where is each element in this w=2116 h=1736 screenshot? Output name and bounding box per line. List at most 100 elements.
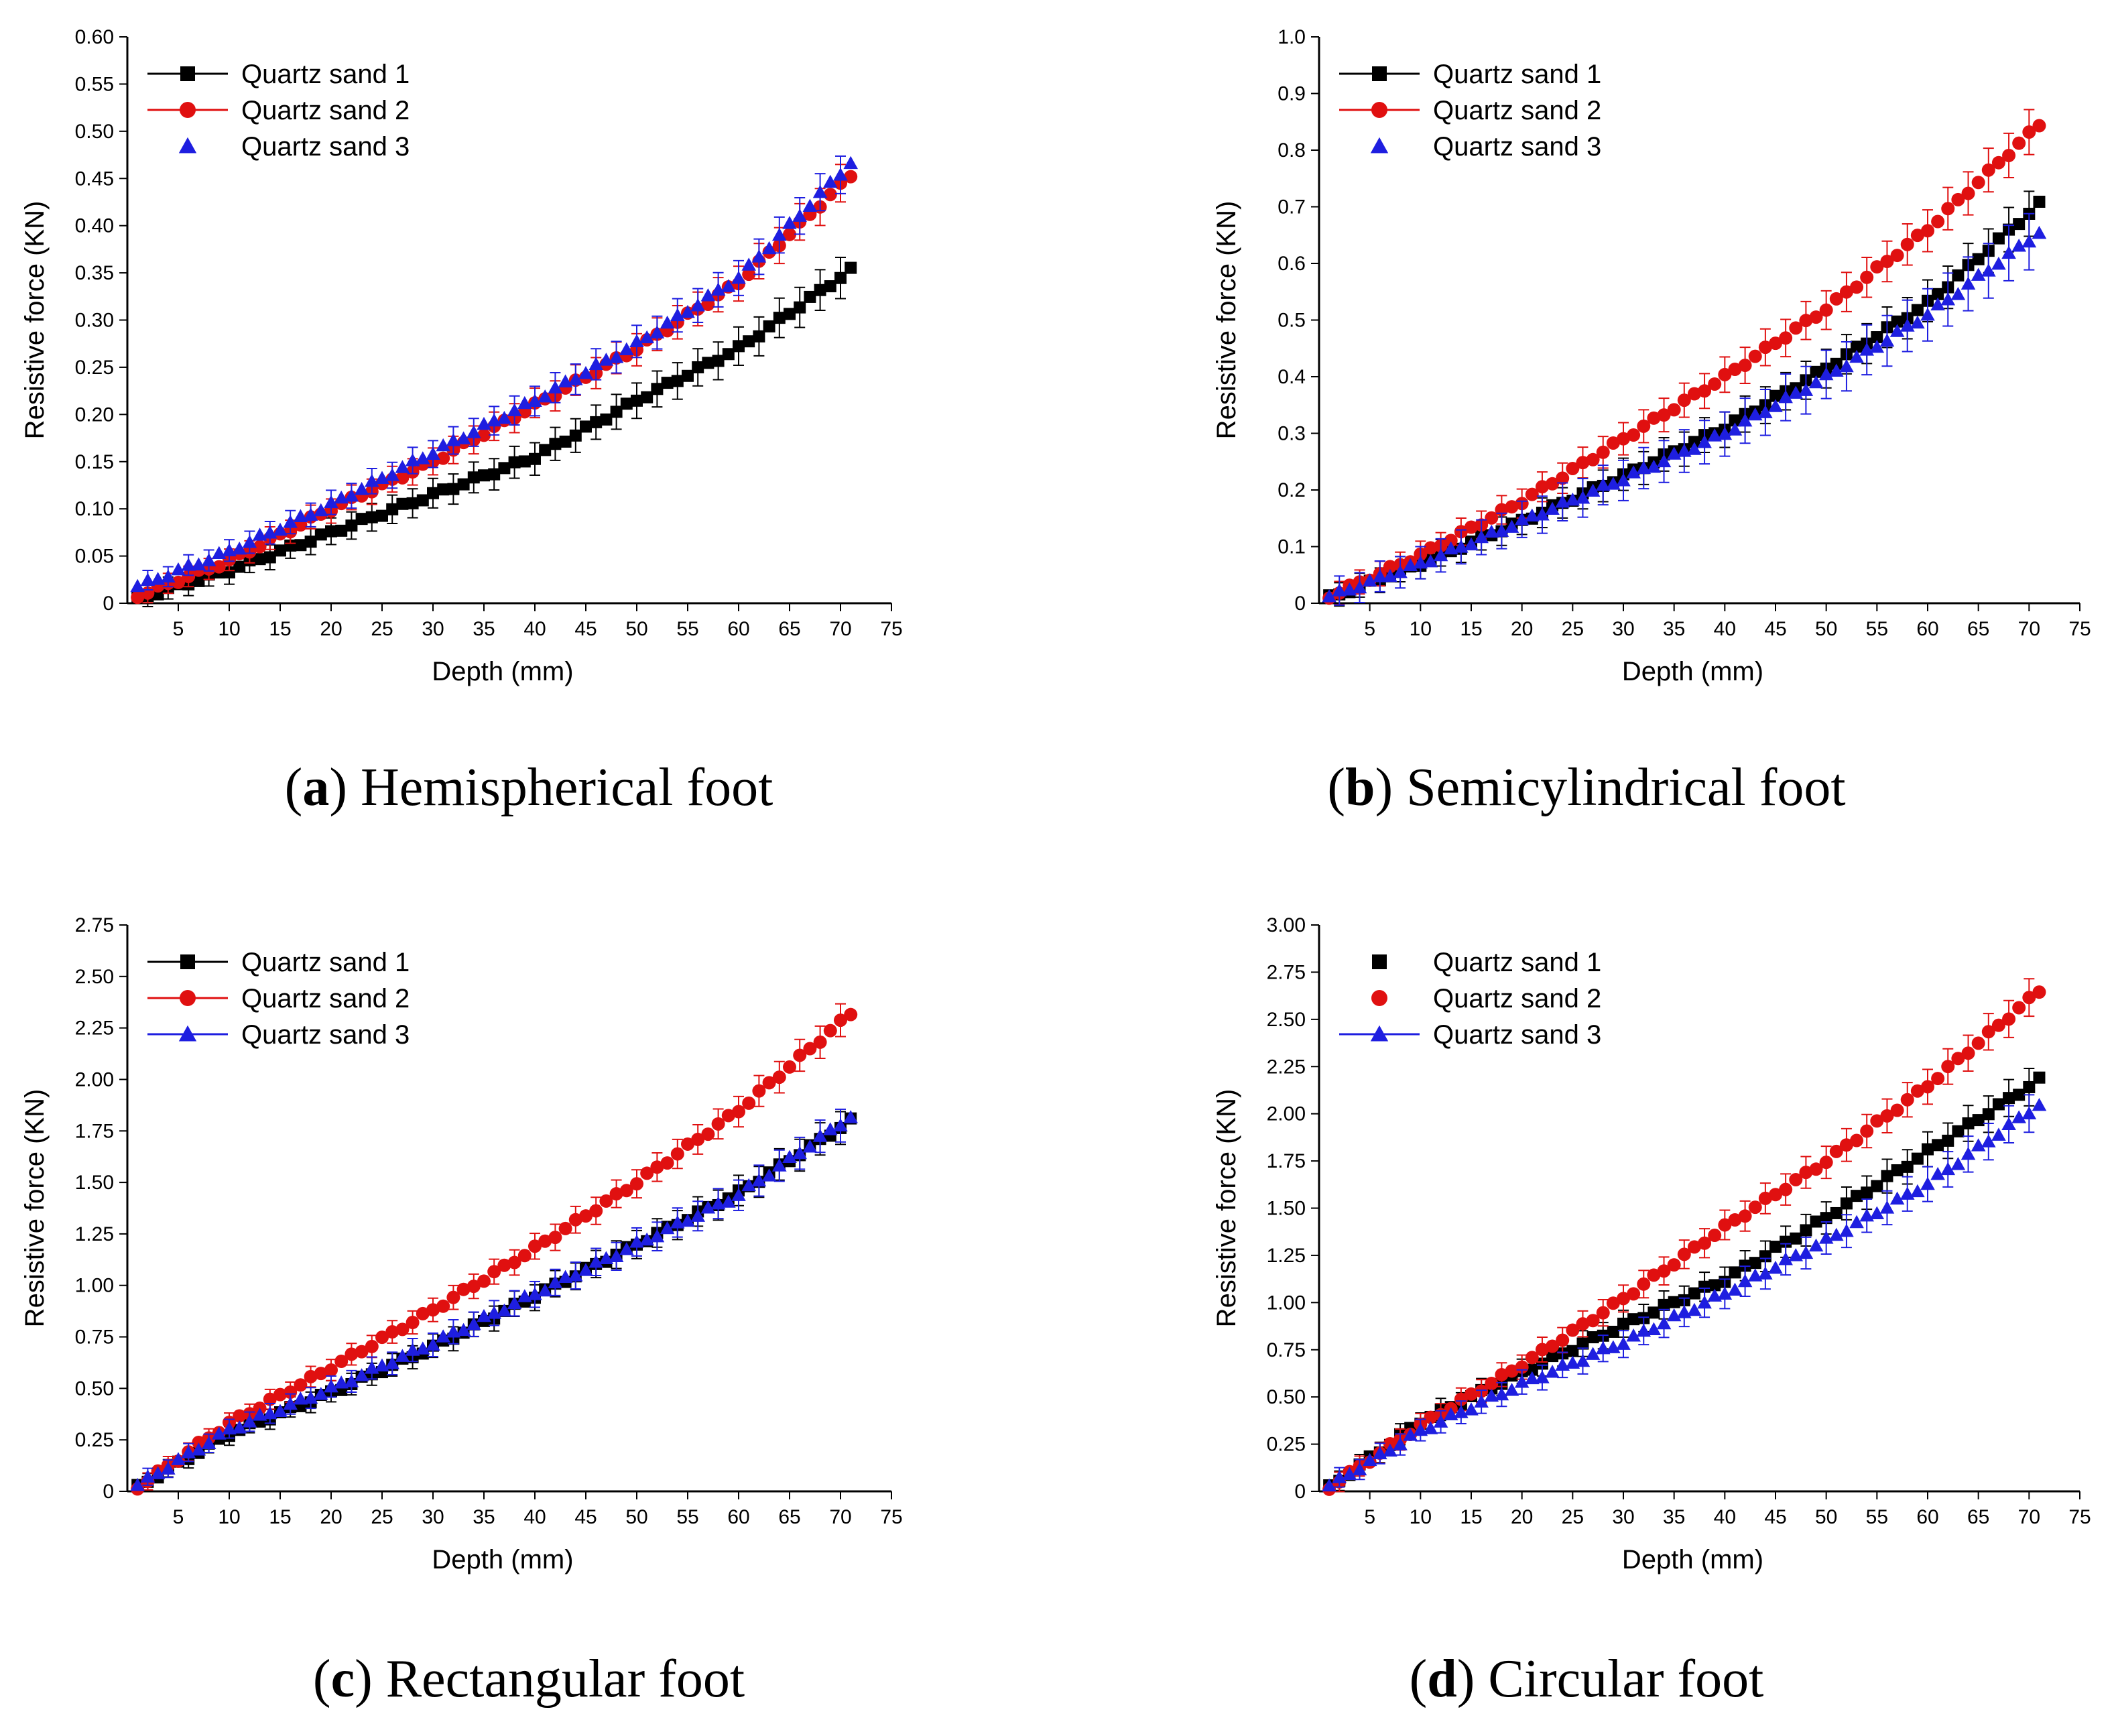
data-point — [130, 578, 145, 593]
caption-text: Rectangular foot — [385, 1650, 745, 1709]
data-point — [527, 1287, 542, 1300]
data-point — [731, 1188, 746, 1201]
y-tick-label: 1.75 — [75, 1120, 114, 1142]
data-point — [1332, 583, 1347, 597]
y-tick-label: 1.50 — [75, 1172, 114, 1194]
y-tick-label: 0.60 — [75, 26, 114, 48]
y-tick-label: 0.50 — [1267, 1386, 1306, 1408]
data-point — [1717, 1286, 1733, 1300]
data-point — [732, 1105, 745, 1119]
legend-marker — [180, 954, 195, 969]
data-point — [201, 1436, 216, 1449]
data-point — [588, 357, 603, 371]
data-point — [569, 429, 582, 442]
data-point — [1657, 408, 1671, 422]
data-point — [733, 340, 745, 353]
data-point — [365, 1339, 379, 1353]
data-point — [1373, 569, 1387, 582]
data-point — [1626, 465, 1641, 479]
data-point — [1566, 1323, 1580, 1337]
x-tick-label: 35 — [473, 1506, 495, 1528]
data-point — [1930, 1166, 1945, 1180]
data-point — [782, 216, 797, 229]
data-point — [1930, 297, 1945, 311]
x-tick-label: 60 — [727, 1506, 749, 1528]
y-tick-label: 0.40 — [75, 215, 114, 237]
data-point — [456, 1282, 471, 1296]
data-point — [294, 1378, 308, 1392]
y-tick-label: 0.4 — [1278, 366, 1306, 388]
data-point — [477, 1274, 491, 1288]
x-tick-label: 10 — [1410, 1506, 1432, 1528]
data-point — [660, 1221, 675, 1235]
data-point — [436, 1299, 450, 1313]
data-point — [548, 1275, 563, 1288]
data-point — [784, 308, 796, 320]
data-point — [1851, 1190, 1863, 1202]
x-tick-label: 5 — [173, 1506, 184, 1528]
data-point — [478, 469, 490, 482]
data-point — [1911, 1152, 1924, 1165]
data-point — [539, 444, 552, 456]
data-point — [1921, 224, 1934, 238]
data-point — [1910, 1184, 1925, 1198]
data-point — [2013, 1089, 2026, 1101]
legend-label: Quartz sand 1 — [241, 948, 410, 977]
data-point — [711, 1117, 725, 1131]
data-point — [171, 562, 186, 576]
data-point — [1668, 1296, 1680, 1308]
data-point — [1627, 1313, 1640, 1326]
data-point — [344, 488, 359, 502]
x-tick-label: 55 — [1866, 618, 1888, 640]
data-point — [1961, 186, 1975, 200]
caption-letter: c — [330, 1650, 355, 1709]
data-point — [426, 1337, 440, 1351]
data-point — [589, 1204, 603, 1218]
data-point — [1920, 1176, 1935, 1190]
data-point — [395, 460, 410, 473]
chart-d: 5 10 15 20 25 30 35 40 45 50 55 60 65 70 75 0 0.25 0.50 0.… — [1212, 914, 2091, 1574]
data-point — [1616, 473, 1631, 487]
y-tick-label: 1.00 — [1267, 1292, 1306, 1314]
y-tick-label: 0.8 — [1278, 139, 1306, 162]
data-point — [1981, 263, 1996, 277]
data-point — [1565, 1355, 1580, 1369]
data-point — [1454, 1392, 1468, 1406]
data-point — [579, 1209, 593, 1223]
data-point — [1859, 1208, 1874, 1222]
x-tick-label: 50 — [625, 1506, 647, 1528]
data-point — [1607, 1325, 1619, 1338]
legend-label: Quartz sand 2 — [241, 984, 410, 1013]
data-point — [131, 591, 145, 605]
data-point — [344, 1374, 359, 1387]
data-point — [1494, 1387, 1509, 1401]
x-tick-label: 25 — [1562, 618, 1584, 640]
data-point — [426, 1303, 440, 1317]
data-point — [324, 1379, 338, 1393]
data-point — [1322, 1478, 1336, 1492]
data-point — [649, 1229, 665, 1243]
data-point — [416, 1341, 430, 1355]
data-point — [1850, 280, 1864, 294]
data-point — [1708, 1279, 1721, 1292]
data-point — [222, 543, 237, 556]
data-point — [1595, 1341, 1611, 1355]
data-point — [1871, 1180, 1883, 1192]
data-point — [1708, 1229, 1722, 1243]
data-point — [1627, 1287, 1641, 1301]
data-point — [619, 1184, 633, 1198]
y-tick-label: 1.75 — [1267, 1150, 1306, 1172]
data-point — [761, 1168, 777, 1182]
x-tick-label: 10 — [1410, 618, 1432, 640]
data-point — [1910, 229, 1924, 243]
data-point — [549, 438, 562, 450]
data-point — [782, 1150, 797, 1164]
data-point — [1585, 483, 1601, 497]
data-point — [528, 1239, 542, 1253]
data-point — [233, 1409, 247, 1423]
data-point — [233, 560, 246, 573]
data-point — [1972, 253, 1985, 265]
data-point — [192, 574, 205, 587]
data-point — [721, 279, 736, 292]
data-point — [2013, 218, 2026, 231]
